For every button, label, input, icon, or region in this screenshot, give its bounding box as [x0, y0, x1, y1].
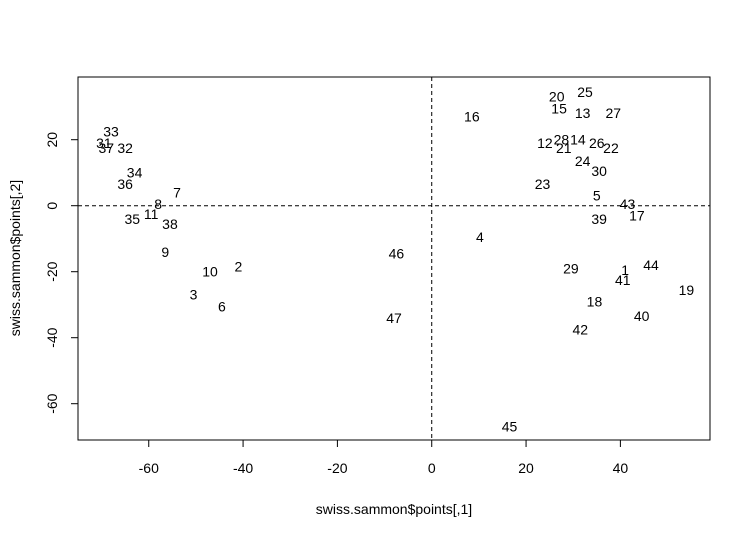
point-label: 29 — [563, 260, 579, 276]
point-label: 22 — [603, 140, 619, 156]
point-label: 8 — [154, 196, 162, 212]
point-label: 20 — [549, 89, 565, 105]
reference-lines — [78, 77, 710, 440]
plot-frame — [77, 76, 711, 441]
point-label: 28 — [554, 132, 570, 148]
y-tick-label: 0 — [44, 202, 60, 210]
point-label: 14 — [570, 132, 586, 148]
point-label: 5 — [593, 188, 601, 204]
point-label: 30 — [591, 163, 607, 179]
point-label: 27 — [606, 105, 622, 121]
point-label: 9 — [161, 244, 169, 260]
point-label: 21 — [556, 140, 572, 156]
y-tick-label: -40 — [44, 327, 60, 347]
x-tick-label: 40 — [613, 460, 629, 476]
x-tick-label: -60 — [139, 460, 159, 476]
point-label: 32 — [117, 140, 133, 156]
point-label: 33 — [103, 123, 119, 139]
point-label: 44 — [643, 257, 659, 273]
point-label: 13 — [575, 105, 591, 121]
point-label: 23 — [535, 176, 551, 192]
point-label: 35 — [124, 211, 140, 227]
point-label: 25 — [577, 84, 593, 100]
point-label: 26 — [589, 135, 605, 151]
point-label: 38 — [162, 216, 178, 232]
point-label: 7 — [173, 184, 181, 200]
point-label: 15 — [551, 100, 567, 116]
point-label: 42 — [573, 321, 589, 337]
y-tick-label: 20 — [44, 132, 60, 148]
point-label: 39 — [591, 211, 607, 227]
point-label: 18 — [587, 293, 603, 309]
point-label: 16 — [464, 109, 480, 125]
x-tick-label: -20 — [327, 460, 347, 476]
point-label: 31 — [96, 135, 112, 151]
point-label: 12 — [537, 135, 553, 151]
point-label: 11 — [144, 206, 159, 222]
y-tick-label: -20 — [44, 261, 60, 281]
point-label: 10 — [202, 264, 218, 280]
point-label: 45 — [502, 419, 518, 435]
y-axis-label: swiss.sammon$points[,2] — [7, 180, 23, 336]
x-tick-label: 20 — [518, 460, 534, 476]
point-label: 41 — [615, 272, 631, 288]
point-label: 1 — [621, 262, 629, 278]
point-label: 47 — [386, 310, 402, 326]
point-label: 34 — [127, 165, 143, 181]
point-label: 36 — [117, 176, 133, 192]
y-tick-label: -60 — [44, 393, 60, 413]
point-label: 24 — [575, 153, 591, 169]
point-label: 46 — [389, 245, 405, 261]
point-label: 37 — [99, 140, 115, 156]
point-label: 3 — [190, 287, 198, 303]
point-label: 43 — [620, 196, 636, 212]
x-axis-label: swiss.sammon$points[,1] — [316, 501, 472, 517]
point-label: 2 — [234, 259, 242, 275]
x-tick-label: 0 — [428, 460, 436, 476]
point-label: 6 — [218, 298, 226, 314]
point-label: 17 — [629, 208, 645, 224]
x-tick-label: -40 — [233, 460, 253, 476]
point-label: 40 — [634, 308, 650, 324]
point-label: 19 — [679, 282, 695, 298]
point-label: 4 — [476, 229, 484, 245]
